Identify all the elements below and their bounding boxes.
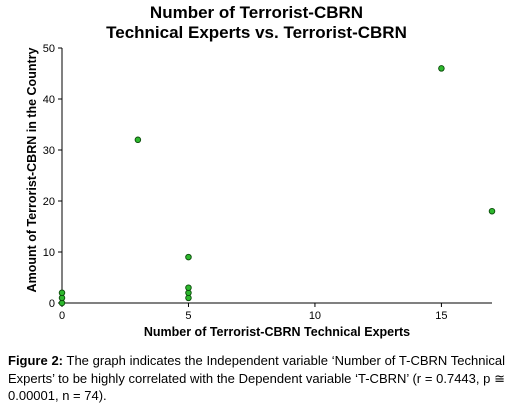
y-tick-label: 40	[43, 94, 55, 106]
y-tick-label: 0	[49, 298, 55, 310]
data-point	[58, 289, 66, 297]
y-axis-label: Amount of Terrorist-CBRN in the Country	[25, 48, 39, 293]
x-axis-label: Number of Terrorist-CBRN Technical Exper…	[144, 325, 410, 339]
x-tick-label: 15	[435, 310, 447, 322]
data-point	[488, 207, 496, 215]
figure-caption: Figure 2: The graph indicates the Indepe…	[8, 352, 505, 405]
data-point	[438, 65, 445, 72]
figure-caption-label: Figure 2:	[8, 353, 64, 368]
y-tick-label: 10	[43, 247, 55, 259]
figure-caption-text: The graph indicates the Independent vari…	[8, 353, 505, 403]
chart-title-line-1: Number of Terrorist-CBRN	[149, 3, 364, 22]
x-axis-ticks: 0 5 10 15	[59, 303, 448, 322]
scatter-plot: 0 5 10 15 0 10 20 30 40 50 Number of Terrorist-C…	[25, 43, 496, 339]
y-tick-label: 30	[43, 145, 55, 157]
x-tick-label: 5	[185, 310, 191, 322]
y-tick-label: 20	[43, 196, 55, 208]
x-tick-label: 10	[309, 310, 321, 322]
x-tick-label: 0	[59, 310, 65, 322]
data-point	[185, 253, 192, 261]
chart-title-line-2: Technical Experts vs. Terrorist-CBRN	[106, 23, 407, 42]
data-point	[134, 136, 142, 144]
y-tick-label: 50	[43, 43, 55, 55]
y-axis-ticks: 0 10 20 30 40 50	[43, 43, 62, 310]
data-points	[58, 65, 496, 307]
data-point	[185, 284, 192, 291]
plot-axes	[61, 48, 492, 304]
